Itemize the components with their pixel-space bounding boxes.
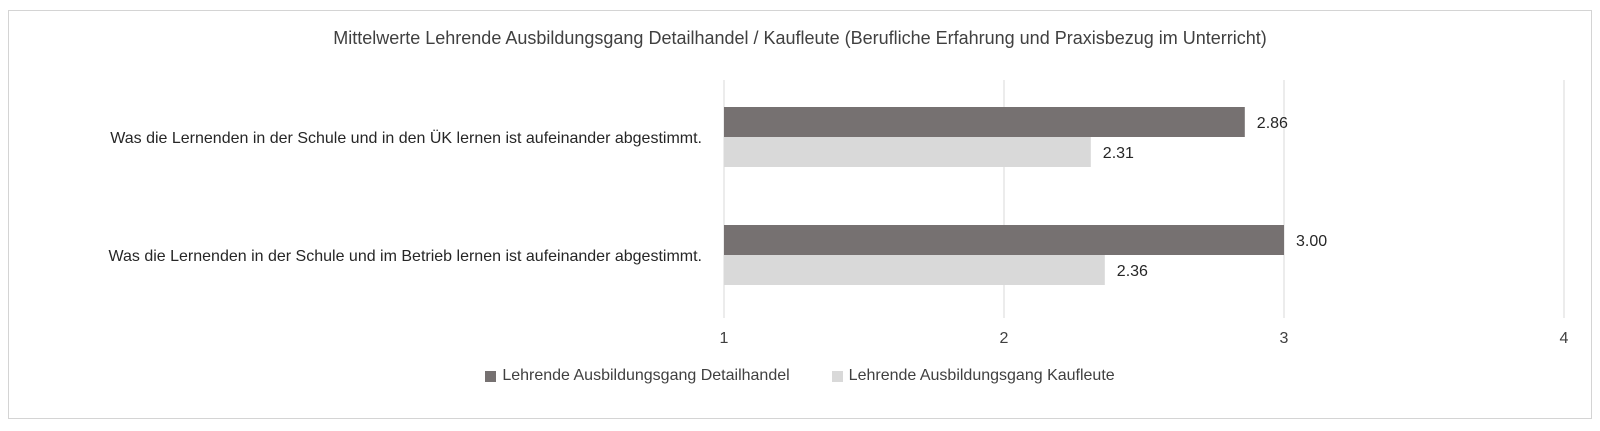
- category-label: Was die Lernenden in der Schule und im B…: [108, 248, 702, 265]
- bar-kaufleute: [724, 137, 1091, 167]
- tick-labels: 1 2 3 4: [720, 330, 1569, 347]
- x-tick-label: 1: [720, 330, 729, 347]
- data-label: 2.31: [1103, 145, 1134, 162]
- x-tick-label: 3: [1280, 330, 1289, 347]
- chart-title: Mittelwerte Lehrende Ausbildungsgang Det…: [333, 28, 1267, 48]
- legend-label-detailhandel: Lehrende Ausbildungsgang Detailhandel: [502, 367, 790, 384]
- legend-swatch-detailhandel: [485, 370, 497, 382]
- data-label: 2.86: [1257, 115, 1288, 132]
- bar-detailhandel: [724, 225, 1284, 255]
- chart-frame: [8, 10, 1592, 419]
- bar-detailhandel: [724, 107, 1245, 137]
- legend: Lehrende Ausbildungsgang Detailhandel Le…: [0, 367, 1600, 385]
- data-label: 3.00: [1296, 233, 1327, 250]
- category-labels: Was die Lernenden in der Schule und in d…: [108, 129, 702, 265]
- data-label: 2.36: [1117, 263, 1148, 280]
- legend-item-kaufleute: Lehrende Ausbildungsgang Kaufleute: [831, 367, 1115, 385]
- legend-swatch-kaufleute: [831, 370, 843, 382]
- x-tick-label: 2: [1000, 330, 1009, 347]
- legend-item-detailhandel: Lehrende Ausbildungsgang Detailhandel: [485, 367, 790, 385]
- x-tick-label: 4: [1560, 330, 1569, 347]
- legend-label-kaufleute: Lehrende Ausbildungsgang Kaufleute: [848, 367, 1115, 384]
- category-label: Was die Lernenden in der Schule und in d…: [110, 129, 702, 147]
- bar-kaufleute: [724, 255, 1105, 285]
- bars: 2.86 2.31 3.00 2.36: [724, 107, 1327, 285]
